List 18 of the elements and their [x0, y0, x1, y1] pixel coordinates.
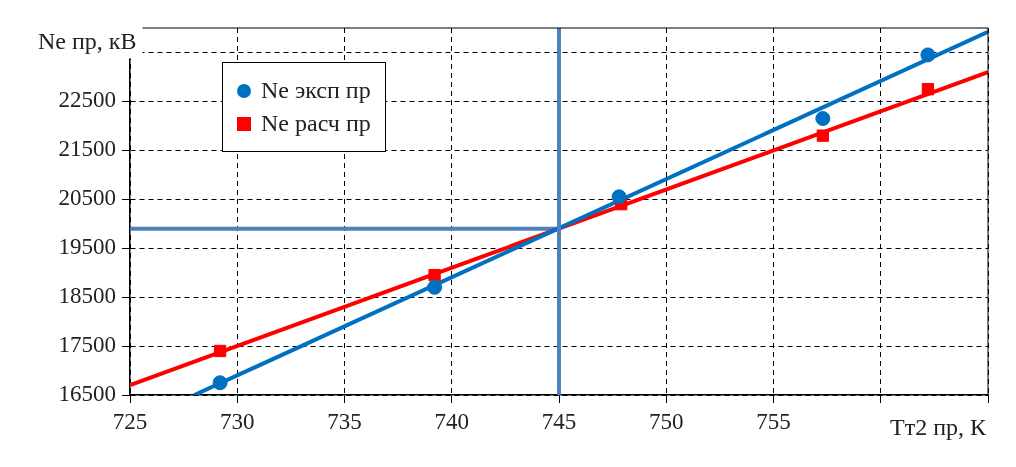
x-tick-label: 735	[327, 408, 362, 434]
x-tick-label: 745	[541, 408, 577, 434]
x-tick-label: 725	[112, 408, 148, 434]
y-tick-label: 17500	[58, 332, 116, 358]
legend-label: Ne расч пр	[261, 110, 371, 137]
y-tick-label: 22500	[58, 87, 116, 113]
legend-label: Ne эксп пр	[261, 77, 371, 104]
y-tick-label: 20500	[58, 185, 116, 211]
y-tick-label: 21500	[58, 136, 116, 162]
y-tick-label: 16500	[58, 381, 116, 407]
x-tick-label: 750	[649, 408, 684, 434]
x-tick-label: 755	[756, 408, 791, 434]
y-axis-title: Ne пр, кВ	[38, 27, 137, 54]
x-tick-label: 730	[220, 408, 255, 434]
y-tick-label: 19500	[58, 234, 116, 260]
x-axis-title: Тт2 пр, К	[890, 414, 987, 441]
y-tick-label: 18500	[58, 283, 116, 309]
x-tick-label: 740	[434, 408, 469, 434]
